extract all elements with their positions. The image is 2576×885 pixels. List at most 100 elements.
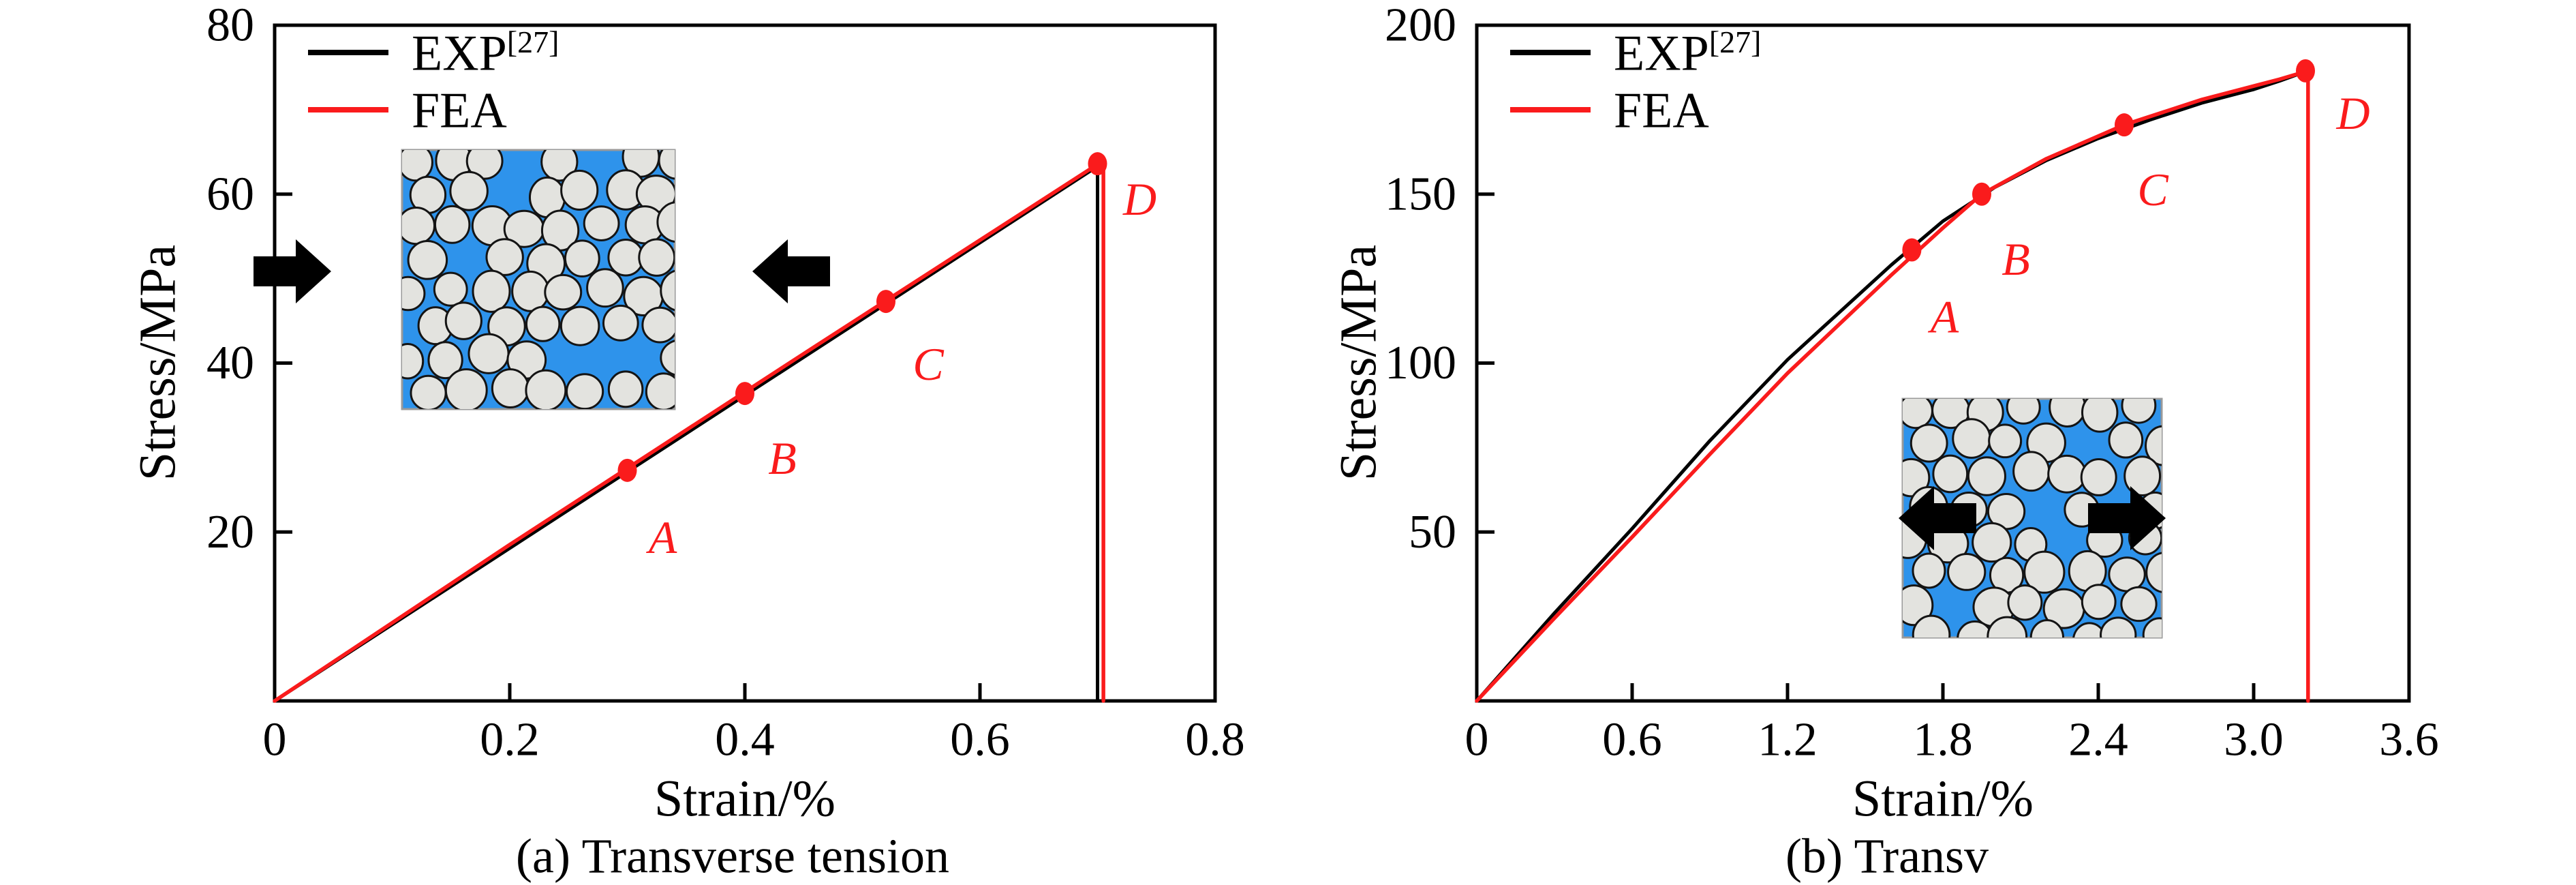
legend-item-exp: EXP[27] <box>1510 24 1762 82</box>
x-axis-label-a: Strain/% <box>654 770 835 828</box>
fiber-circle <box>433 205 471 244</box>
legend-label-fea: FEA <box>412 82 507 139</box>
fiber-circle <box>2142 617 2162 638</box>
fiber-circle <box>1903 399 1933 430</box>
fiber-circle <box>1912 552 1946 589</box>
fiber-circle <box>402 207 436 245</box>
fiber-circle <box>444 301 482 340</box>
fiber-circle <box>2120 586 2158 622</box>
legend-label-exp: EXP[27] <box>1614 24 1762 82</box>
fiber-circle <box>566 373 604 409</box>
legend-item-fea: FEA <box>1510 82 1761 139</box>
fiber-circle <box>2100 616 2137 638</box>
fiber-circle <box>491 368 530 408</box>
fiber-circle <box>660 340 675 376</box>
marker-point-D-b <box>2296 59 2315 82</box>
fiber-circle <box>485 238 524 276</box>
fiber-circle <box>641 306 675 344</box>
fiber-circle <box>1957 620 1993 638</box>
marker-point-D-a <box>1088 152 1107 176</box>
marker-label-A-a: A <box>646 511 677 563</box>
marker-point-A-a <box>617 458 637 482</box>
y-tick-label-b: 150 <box>1385 168 1456 220</box>
marker-label-B-b: B <box>2002 233 2030 285</box>
fiber-circle <box>402 342 425 380</box>
fiber-circle <box>1910 423 1948 463</box>
legend-item-exp: EXP[27] <box>308 24 559 82</box>
fiber-circle <box>1988 423 2023 459</box>
marker-point-C-b <box>2115 113 2134 137</box>
y-tick-label-a: 20 <box>206 506 254 558</box>
x-tick-label-a: 0.8 <box>1185 714 1245 766</box>
fiber-circle <box>2023 550 2066 594</box>
fiber-circle <box>410 374 447 409</box>
fiber-circle <box>2012 451 2051 492</box>
fiber-circle <box>586 268 624 308</box>
fiber-circle <box>1987 616 2028 638</box>
fiber-circle <box>660 269 675 312</box>
fiber-circle <box>1967 456 2006 496</box>
fiber-circle <box>1972 522 2012 563</box>
arrow-left-icon-chart-b <box>2088 486 2166 550</box>
fiber-circle <box>1932 454 1969 494</box>
fiber-circle <box>472 269 511 313</box>
fiber-circle <box>583 205 620 241</box>
fiber-circle <box>638 238 675 277</box>
legend-b: EXP[27] FEA <box>1510 24 1762 139</box>
marker-label-A-b: A <box>1928 291 1959 343</box>
fea-line-swatch <box>1510 107 1591 112</box>
fiber-circle <box>467 333 510 374</box>
fiber-circle <box>559 305 600 346</box>
fiber-circle <box>645 372 675 409</box>
y-tick-label-b: 50 <box>1409 506 1456 558</box>
fiber-circle <box>2121 399 2157 424</box>
fiber-circle <box>525 369 567 409</box>
arrow-right-icon-chart-a <box>752 239 830 303</box>
marker-point-B-b <box>1972 182 1991 206</box>
fiber-circle <box>2029 619 2065 638</box>
fiber-circle <box>407 240 448 280</box>
fiber-circle <box>2007 584 2043 621</box>
legend-label-exp: EXP[27] <box>412 24 559 82</box>
fiber-circle <box>658 150 675 180</box>
fiber-circle <box>449 170 489 211</box>
caption-a: (a) Transverse tension <box>516 828 949 884</box>
marker-point-C-a <box>876 290 895 314</box>
x-axis-label-b: Strain/% <box>1852 770 2034 828</box>
x-tick-label-b: 3.0 <box>2224 714 2284 766</box>
fiber-circle <box>1903 457 1931 498</box>
caption-b: (b) Transv <box>1785 828 1989 884</box>
fea-curve-b <box>1475 69 2310 703</box>
fiber-circle <box>1952 418 1991 459</box>
x-tick-label-a: 0.4 <box>715 714 775 766</box>
fiber-circle <box>427 341 463 380</box>
fiber-circle <box>2123 455 2162 496</box>
marker-label-D-b: D <box>2335 87 2370 139</box>
fiber-circle <box>2145 425 2162 466</box>
fiber-circle <box>402 150 433 182</box>
fiber-circle <box>402 275 426 312</box>
fiber-circle <box>1903 584 1934 627</box>
fiber-circle <box>540 150 579 182</box>
x-tick-label-a: 0.2 <box>480 714 540 766</box>
fiber-circle <box>511 270 550 312</box>
fiber-circle <box>2108 556 2146 592</box>
fiber-circle <box>564 239 600 278</box>
fiber-circle <box>607 238 645 277</box>
fiber-circle <box>602 304 639 342</box>
fiber-circle <box>2108 421 2144 459</box>
fiber-circle <box>433 271 468 307</box>
origin-tick-label-a: 0 <box>263 714 287 766</box>
fiber-circle <box>544 273 583 311</box>
x-tick-label-b: 1.2 <box>1758 714 1818 766</box>
y-axis-label-b: Stress/MPa <box>1330 244 1387 481</box>
fiber-circle <box>656 201 675 243</box>
fea-curve-a <box>273 160 1105 703</box>
arrow-left-icon-chart-a <box>254 239 331 303</box>
y-tick-label-a: 80 <box>206 0 254 52</box>
x-tick-label-b: 2.4 <box>2068 714 2128 766</box>
marker-label-D-a: D <box>1122 173 1156 225</box>
y-tick-label-a: 40 <box>206 337 254 389</box>
y-tick-label-b: 200 <box>1385 0 1456 52</box>
legend-label-fea: FEA <box>1614 82 1709 139</box>
